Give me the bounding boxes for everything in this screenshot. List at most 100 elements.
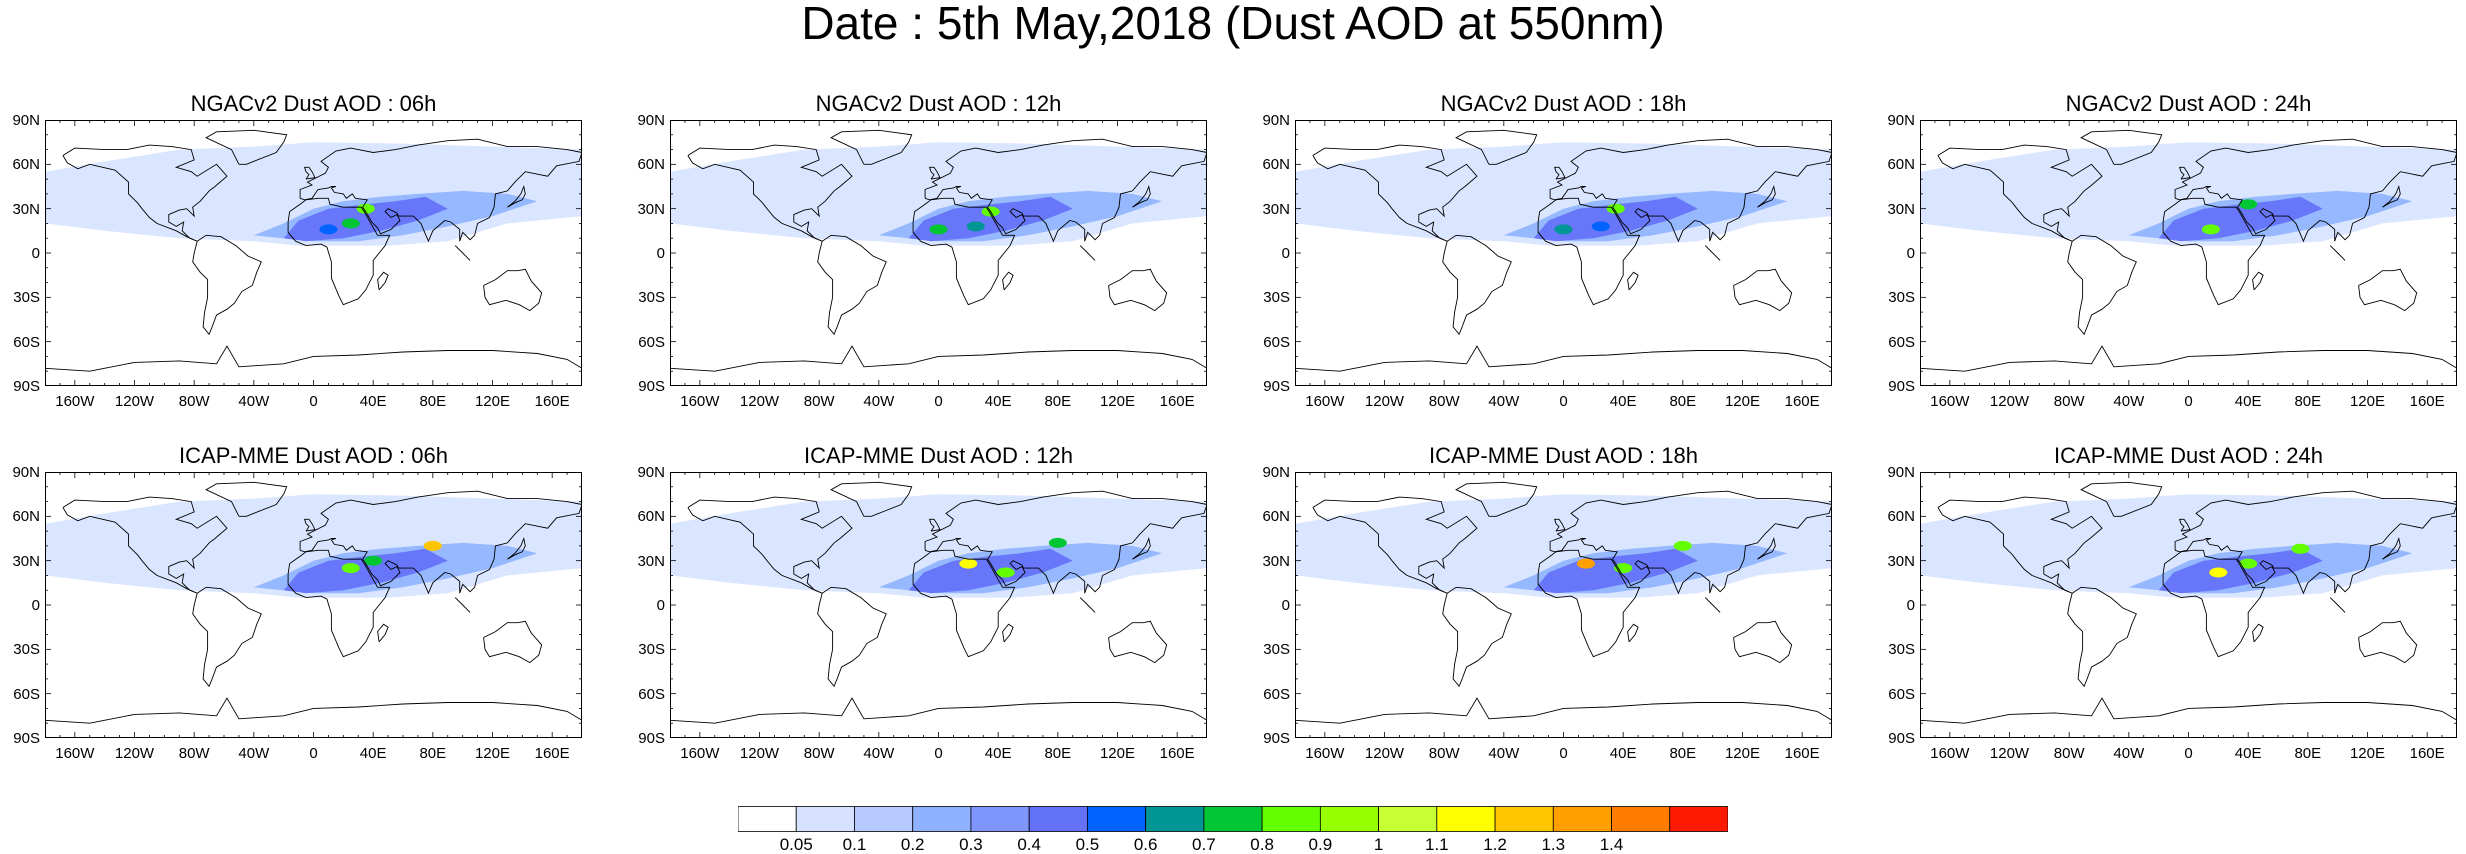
- longitude-tick-label: 120W: [114, 745, 155, 762]
- longitude-tick-label: 40E: [1609, 393, 1637, 410]
- latitude-tick-label: 90S: [13, 730, 40, 747]
- map-panel: NGACv2 Dust AOD : 18h 90N 60N 30N 0 30S 60S 90S…: [1250, 92, 1832, 409]
- map-svg: [670, 120, 1207, 386]
- latitude-tick-label: 90N: [1887, 112, 1915, 129]
- colorbar-swatch: [1087, 806, 1147, 832]
- longitude-tick-label: 40W: [863, 745, 895, 762]
- longitude-tick-label: 160E: [1784, 745, 1820, 762]
- panel-title: ICAP-MME Dust AOD : 06h: [179, 443, 448, 468]
- latitude-tick-label: 90N: [637, 464, 665, 481]
- longitude-tick-label: 80E: [2294, 393, 2322, 410]
- colorbar-tick-label: 0.7: [1192, 835, 1216, 854]
- coastline: [205, 481, 288, 517]
- map-panel: NGACv2 Dust AOD : 24h 90N 60N 30N 0 30S 60S 90S…: [1875, 92, 2457, 409]
- aod-hotspot: [364, 555, 383, 566]
- latitude-tick-label: 60N: [1887, 508, 1915, 526]
- coastline: [1627, 271, 1639, 291]
- longitude-tick-label: 80W: [803, 393, 835, 410]
- longitude-tick-label: 120E: [474, 745, 511, 762]
- panel-title: NGACv2 Dust AOD : 24h: [2065, 91, 2312, 116]
- coastline: [1442, 234, 1512, 336]
- colorbar: [738, 806, 1728, 832]
- map-frame: [45, 472, 582, 738]
- world-map: [1295, 472, 1832, 738]
- coastline: [1132, 536, 1151, 560]
- longitude-tick-label: 160E: [534, 393, 570, 410]
- coastline: [2162, 197, 2266, 306]
- longitude-tick-label: 80E: [419, 745, 447, 762]
- longitude-tick-label: 80W: [1428, 745, 1460, 762]
- coastline: [2382, 536, 2401, 560]
- coastline: [1312, 144, 1478, 242]
- longitude-tick-label: 80W: [2053, 745, 2085, 762]
- colorbar-tick-label: 1.2: [1483, 835, 1507, 854]
- coastline: [287, 197, 391, 306]
- coastline: [1079, 245, 1096, 261]
- coastline: [1295, 697, 1832, 724]
- coastline: [1733, 620, 1793, 664]
- coastline: [924, 490, 1207, 595]
- longitude-tick-label: 160W: [680, 393, 720, 410]
- latitude-tick-label: 90S: [638, 378, 665, 395]
- coastline: [817, 586, 887, 688]
- coastline: [1108, 268, 1168, 312]
- dust-haze-core: [908, 548, 1073, 594]
- map-svg: [1295, 120, 1832, 386]
- coastline: [2358, 620, 2418, 664]
- coastline: [2382, 184, 2401, 208]
- coastline: [1079, 597, 1096, 613]
- dust-haze-core: [283, 548, 448, 594]
- colorbar-tick-label: 0.1: [842, 835, 867, 854]
- colorbar-tick-label: 0.05: [779, 835, 813, 854]
- map-svg: [45, 472, 582, 738]
- colorbar-swatch: [970, 806, 1030, 832]
- coastline: [303, 518, 316, 532]
- coastline: [1455, 129, 1538, 165]
- world-map: [670, 472, 1207, 738]
- longitude-tick-label: 120E: [474, 393, 511, 410]
- colorbar-swatch: [1319, 806, 1379, 832]
- longitude-tick-label: 160W: [1930, 393, 1970, 410]
- coastline: [1733, 268, 1793, 312]
- aod-hotspot: [2209, 567, 2228, 578]
- colorbar-swatch: [1145, 806, 1205, 832]
- longitude-tick-label: 40E: [359, 745, 387, 762]
- coastline: [670, 697, 1207, 724]
- coastline: [1455, 481, 1538, 517]
- coastline: [1295, 345, 1832, 372]
- coastline: [483, 620, 543, 664]
- map-panel: ICAP-MME Dust AOD : 18h 90N 60N 30N 0 30S 60S 9…: [1250, 444, 1832, 761]
- aod-hotspot: [1614, 563, 1633, 574]
- longitude-tick-label: 160W: [1305, 745, 1345, 762]
- coastline: [303, 166, 316, 180]
- latitude-tick-label: 90N: [1887, 464, 1915, 481]
- longitude-tick-label: 40W: [863, 393, 895, 410]
- colorbar-swatch: [1436, 806, 1496, 832]
- longitude-tick-label: 80E: [1669, 393, 1697, 410]
- coastline: [1757, 536, 1776, 560]
- coastline: [1920, 345, 2457, 372]
- longitude-tick-label: 80E: [1044, 745, 1072, 762]
- map-frame: [1295, 472, 1832, 738]
- coastline: [454, 597, 471, 613]
- coastline: [928, 518, 941, 532]
- coastline: [1537, 197, 1641, 306]
- coastline: [2067, 586, 2137, 688]
- longitude-tick-label: 0: [934, 745, 943, 762]
- map-panel: ICAP-MME Dust AOD : 06h 90N 60N 30N 0 30S 60S 9…: [0, 444, 582, 761]
- coastline: [2178, 518, 2191, 532]
- coastline: [2080, 481, 2163, 517]
- longitude-tick-label: 120E: [2349, 393, 2386, 410]
- longitude-tick-label: 120W: [1989, 393, 2030, 410]
- aod-hotspot: [2239, 199, 2258, 210]
- aod-hotspot: [1591, 221, 1610, 232]
- longitude-tick-label: 40E: [2234, 393, 2262, 410]
- longitude-tick-label: 120W: [1989, 745, 2030, 762]
- latitude-tick-label: 0: [31, 597, 40, 614]
- latitude-tick-label: 30N: [1887, 552, 1915, 570]
- longitude-tick-label: 160W: [1930, 745, 1970, 762]
- aod-hotspot: [1606, 203, 1625, 214]
- latitude-tick-label: 60N: [1262, 508, 1290, 526]
- latitude-tick-label: 30S: [1263, 641, 1290, 659]
- coastline: [2252, 623, 2264, 643]
